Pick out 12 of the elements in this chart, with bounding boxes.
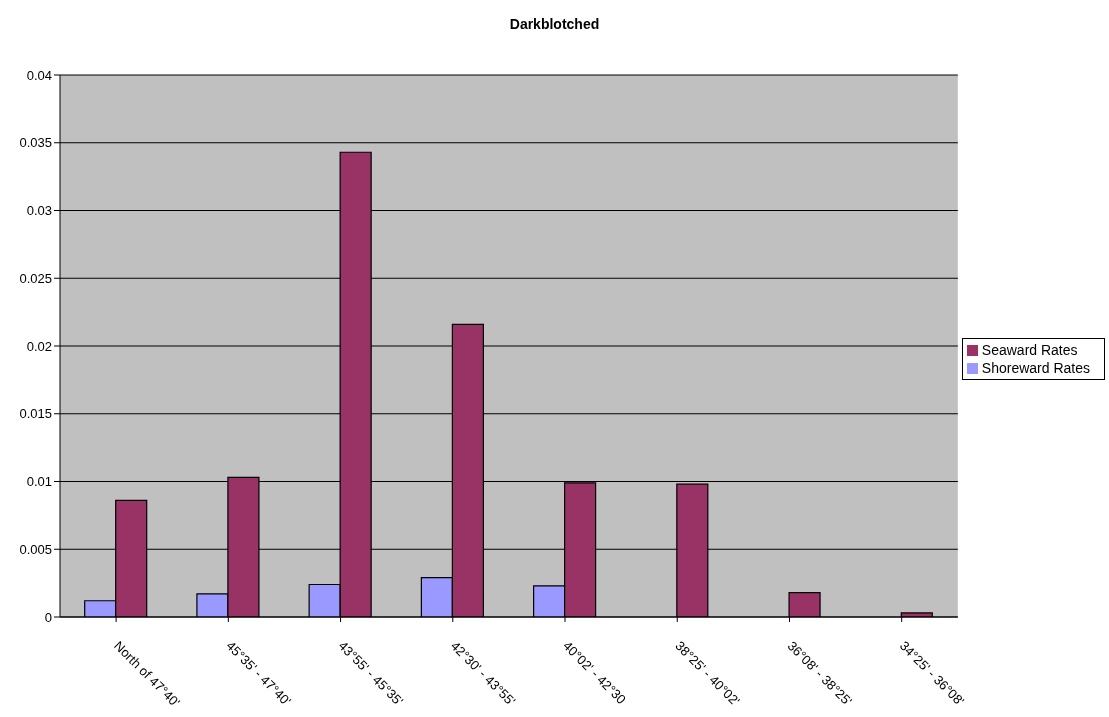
legend-label: Seaward Rates	[981, 341, 1078, 358]
y-tick-label: 0.02	[26, 338, 52, 354]
chart-title: Darkblotched	[508, 16, 601, 32]
y-tick-label: 0.015	[19, 406, 52, 422]
y-tick-label: 0	[44, 609, 52, 625]
y-tick-label: 0.01	[26, 474, 52, 490]
y-tick-label: 0.03	[26, 203, 52, 219]
y-tick-label: 0.005	[19, 541, 52, 557]
y-tick-label: 0.04	[26, 67, 52, 83]
y-tick-label: 0.025	[19, 270, 52, 286]
y-tick-label: 0.035	[19, 135, 52, 151]
legend-label: Shoreward Rates	[981, 359, 1090, 376]
